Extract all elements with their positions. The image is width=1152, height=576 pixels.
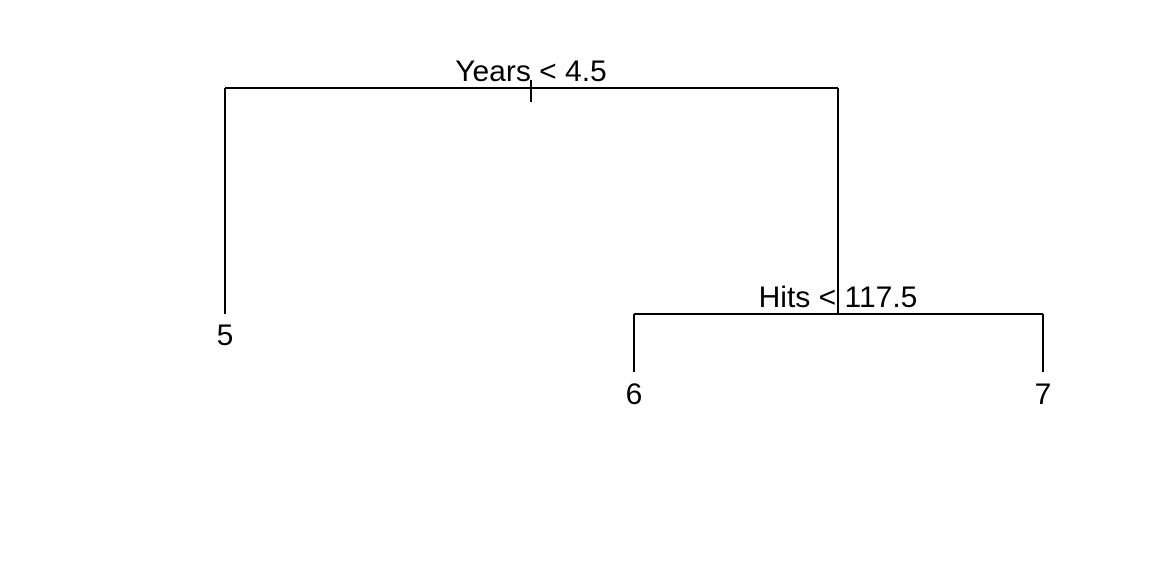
leaf-label-right: 7 (1035, 378, 1052, 411)
hits-split-label: Hits < 117.5 (759, 281, 918, 314)
leaf-label-middle: 6 (626, 378, 643, 411)
leaf-label-left: 5 (217, 319, 234, 352)
root-split-label: Years < 4.5 (455, 55, 607, 88)
